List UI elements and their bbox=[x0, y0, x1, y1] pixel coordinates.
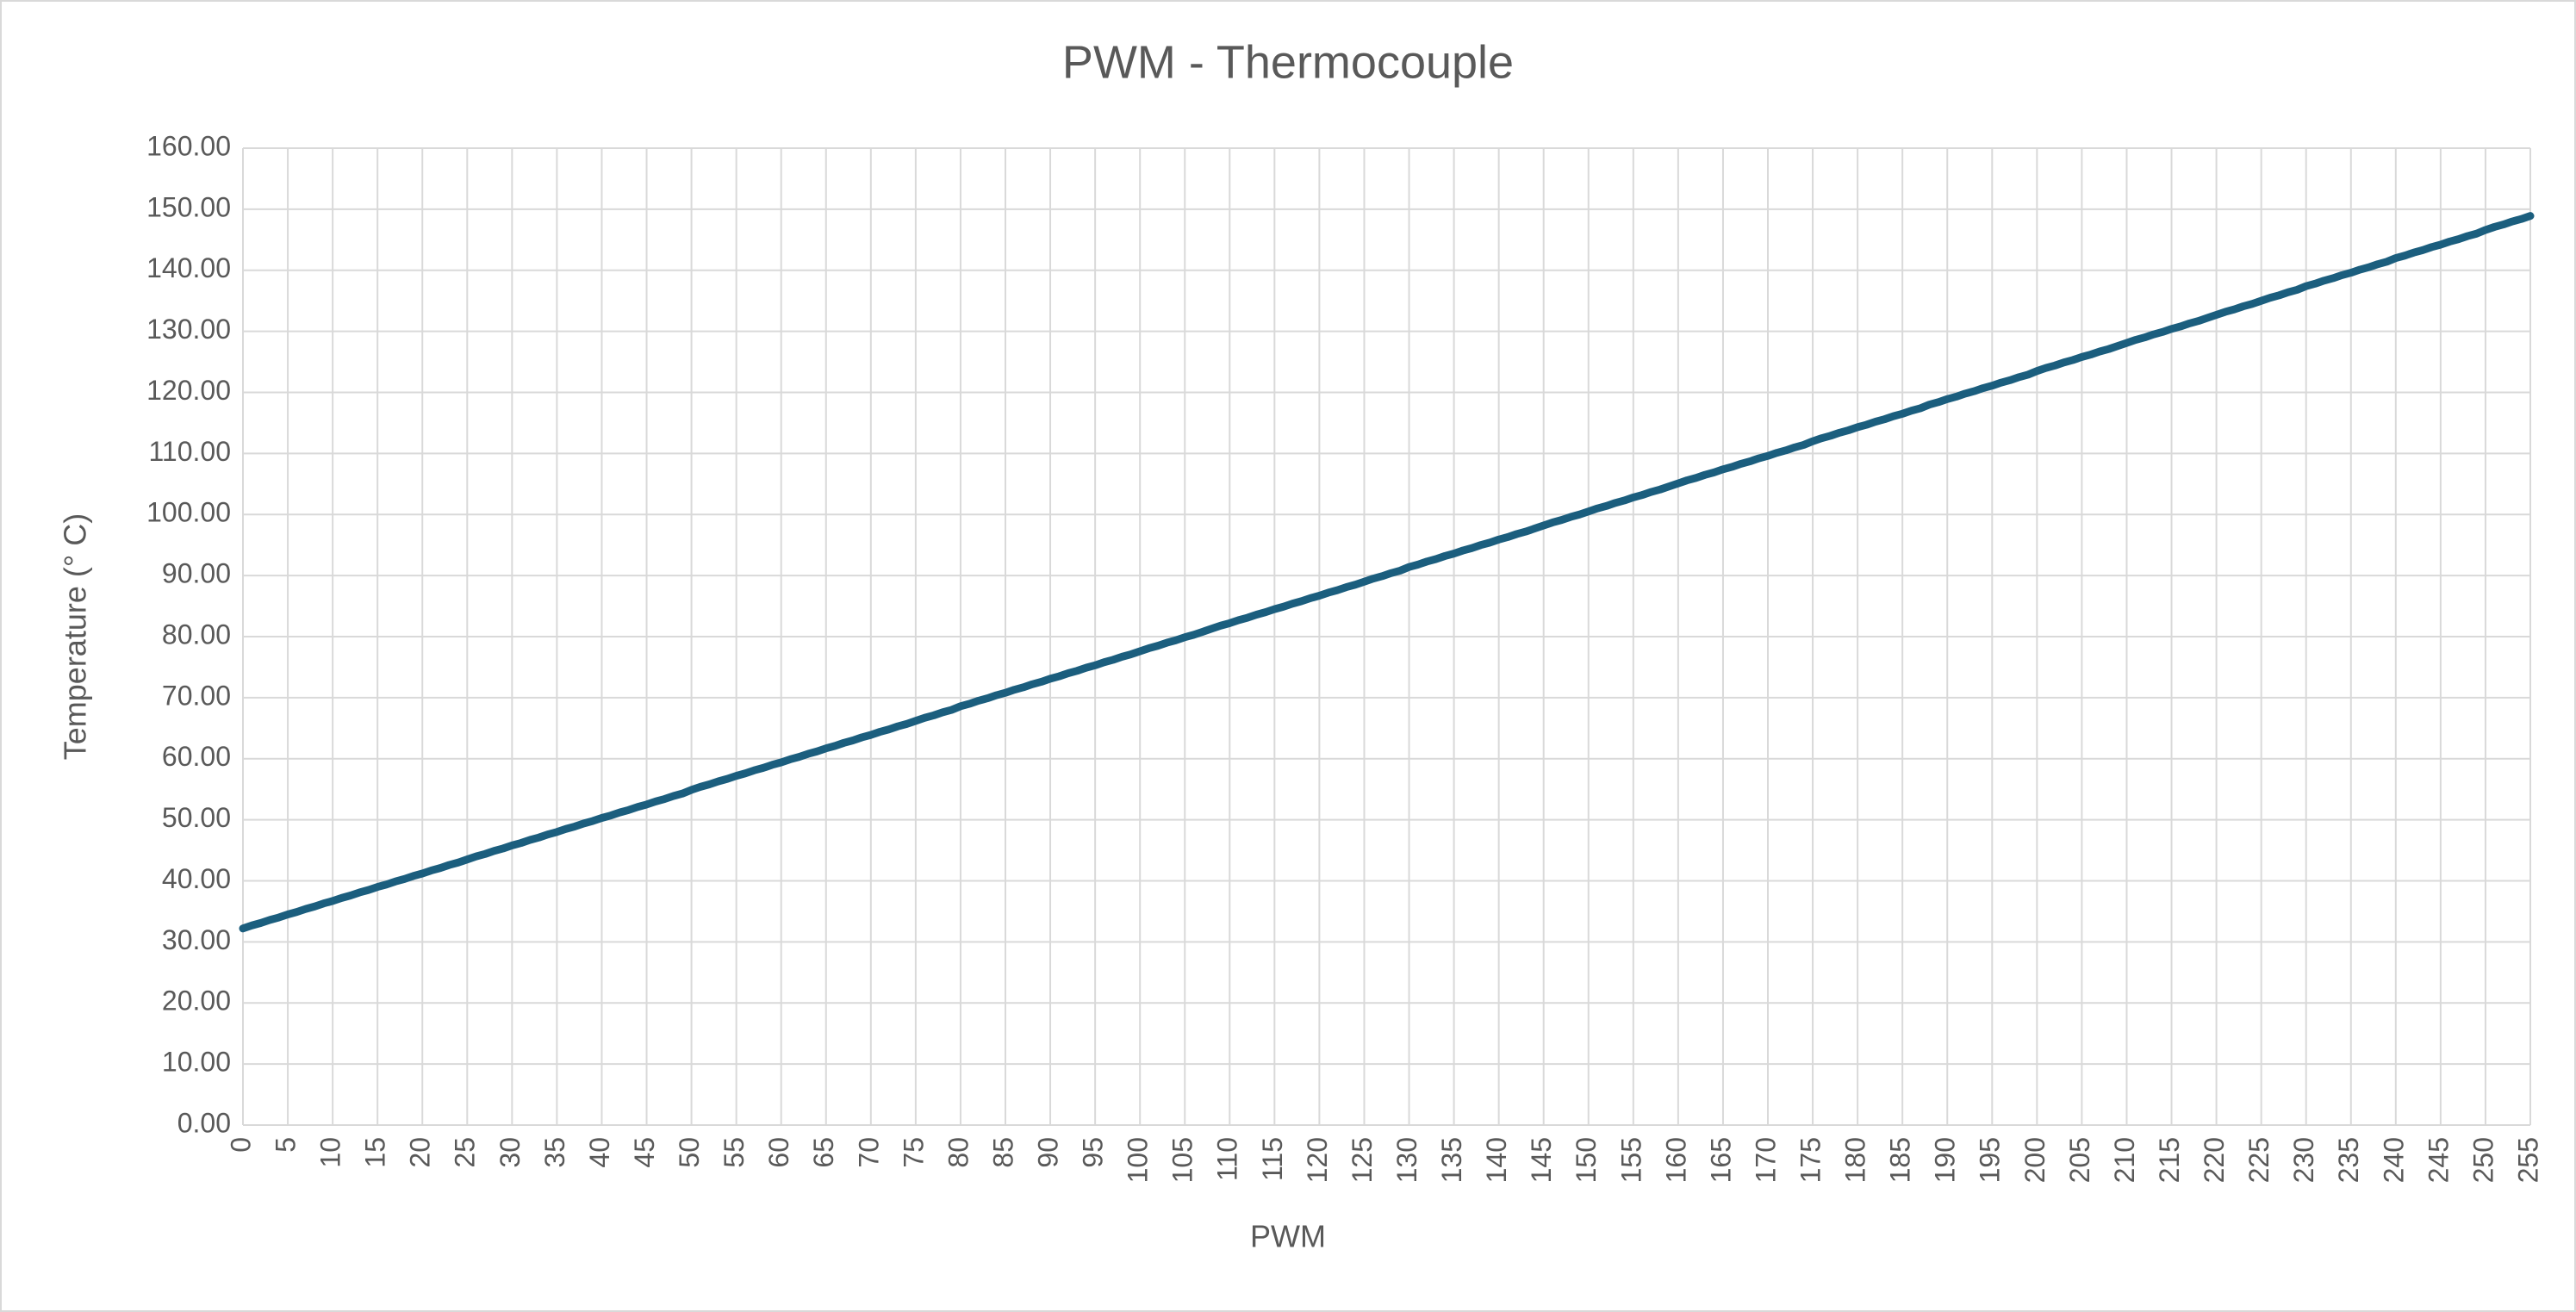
x-tick-label: 80 bbox=[943, 1137, 974, 1168]
x-tick-label: 170 bbox=[1750, 1137, 1781, 1183]
data-line bbox=[239, 212, 2535, 933]
x-tick-label: 215 bbox=[2154, 1137, 2185, 1183]
x-tick-label: 235 bbox=[2333, 1137, 2364, 1183]
x-tick-label: 185 bbox=[1885, 1137, 1916, 1183]
x-tick-label: 50 bbox=[674, 1137, 705, 1168]
y-tick-label: 100.00 bbox=[146, 497, 231, 528]
x-tick-label: 190 bbox=[1930, 1137, 1961, 1183]
x-axis-title: PWM bbox=[1250, 1219, 1326, 1254]
x-tick-label: 180 bbox=[1840, 1137, 1871, 1183]
x-tick-label: 0 bbox=[225, 1137, 256, 1153]
x-tick-label: 250 bbox=[2467, 1137, 2498, 1183]
x-tick-label: 165 bbox=[1705, 1137, 1736, 1183]
x-tick-label: 95 bbox=[1078, 1137, 1109, 1168]
y-tick-label: 20.00 bbox=[162, 986, 231, 1017]
y-tick-label: 120.00 bbox=[146, 375, 231, 406]
y-tick-label: 140.00 bbox=[146, 252, 231, 283]
x-tick-label: 225 bbox=[2243, 1137, 2274, 1183]
x-tick-label: 55 bbox=[719, 1137, 750, 1168]
x-tick-label: 140 bbox=[1481, 1137, 1512, 1183]
y-tick-label: 10.00 bbox=[162, 1047, 231, 1078]
y-tick-label: 60.00 bbox=[162, 741, 231, 772]
x-tick-label: 230 bbox=[2288, 1137, 2319, 1183]
x-tick-label: 205 bbox=[2064, 1137, 2095, 1183]
x-tick-label: 200 bbox=[2019, 1137, 2050, 1183]
chart-title: PWM - Thermocouple bbox=[1062, 36, 1514, 88]
x-tick-label: 145 bbox=[1526, 1137, 1557, 1183]
y-tick-label: 150.00 bbox=[146, 191, 231, 222]
x-tick-label: 90 bbox=[1033, 1137, 1064, 1168]
x-tick-label: 100 bbox=[1123, 1137, 1154, 1183]
y-tick-label: 160.00 bbox=[146, 130, 231, 161]
x-tick-label: 130 bbox=[1391, 1137, 1422, 1183]
y-tick-label: 0.00 bbox=[177, 1107, 231, 1138]
y-tick-label: 110.00 bbox=[149, 436, 232, 467]
x-tick-label: 115 bbox=[1257, 1137, 1288, 1181]
x-tick-label: 160 bbox=[1660, 1137, 1691, 1183]
x-tick-label: 245 bbox=[2423, 1137, 2454, 1183]
x-tick-label: 85 bbox=[987, 1137, 1018, 1168]
x-tick-label: 25 bbox=[450, 1137, 481, 1168]
x-tick-label: 10 bbox=[315, 1137, 346, 1168]
y-tick-label: 50.00 bbox=[162, 802, 231, 833]
x-tick-label: 5 bbox=[271, 1137, 302, 1153]
x-tick-label: 110 bbox=[1212, 1137, 1243, 1181]
x-tick-label: 105 bbox=[1167, 1137, 1198, 1183]
x-tick-label: 35 bbox=[539, 1137, 570, 1168]
x-tick-label: 155 bbox=[1615, 1137, 1646, 1183]
x-tick-label: 30 bbox=[495, 1137, 526, 1168]
x-tick-label: 175 bbox=[1795, 1137, 1826, 1183]
x-tick-label: 40 bbox=[584, 1137, 615, 1168]
x-tick-label: 70 bbox=[853, 1137, 884, 1168]
y-tick-label: 80.00 bbox=[162, 619, 231, 650]
x-tick-label: 210 bbox=[2109, 1137, 2140, 1183]
y-axis-title: Temperature (° C) bbox=[58, 513, 93, 760]
y-tick-label: 130.00 bbox=[146, 314, 231, 345]
x-tick-label: 15 bbox=[360, 1137, 391, 1168]
x-tick-label: 135 bbox=[1436, 1137, 1467, 1183]
y-tick-label: 40.00 bbox=[162, 863, 231, 894]
x-tick-label: 125 bbox=[1347, 1137, 1378, 1183]
x-tick-label: 255 bbox=[2512, 1137, 2543, 1183]
x-tick-label: 220 bbox=[2199, 1137, 2230, 1183]
y-tick-label: 30.00 bbox=[162, 924, 231, 955]
x-tick-label: 120 bbox=[1302, 1137, 1333, 1183]
x-tick-label: 60 bbox=[763, 1137, 794, 1168]
y-tick-label: 90.00 bbox=[162, 558, 231, 589]
x-tick-label: 150 bbox=[1571, 1137, 1602, 1183]
x-tick-label: 75 bbox=[898, 1137, 929, 1168]
x-tick-label: 20 bbox=[405, 1137, 436, 1168]
y-tick-label: 70.00 bbox=[162, 680, 231, 711]
x-tick-label: 195 bbox=[1975, 1137, 2006, 1183]
x-tick-label: 45 bbox=[629, 1137, 660, 1168]
x-tick-label: 240 bbox=[2378, 1137, 2409, 1183]
x-tick-label: 65 bbox=[808, 1137, 839, 1168]
